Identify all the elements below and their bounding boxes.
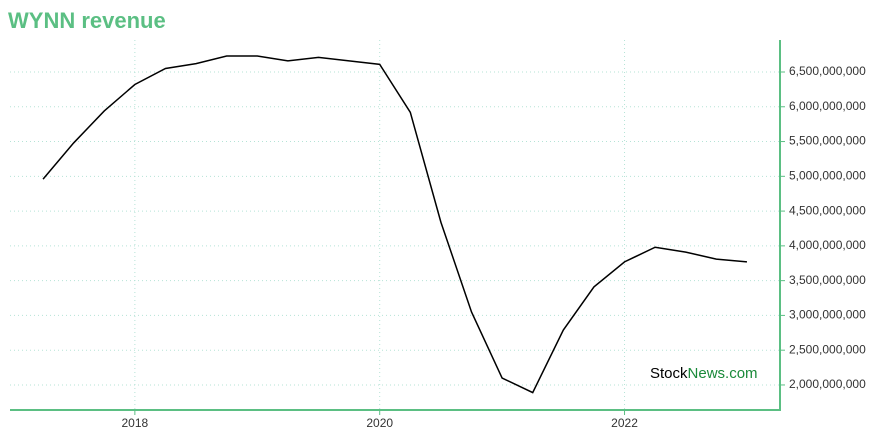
x-tick-label: 2018: [122, 416, 149, 430]
line: [42, 55, 748, 394]
y-tick-label: 6,500,000,000: [789, 64, 866, 78]
chart-title: WYNN revenue: [8, 8, 166, 33]
y-tick-label: 2,000,000,000: [789, 377, 866, 391]
y-tick-label: 5,500,000,000: [789, 134, 866, 148]
x-tick-label: 2022: [611, 416, 638, 430]
y-tick-label: 4,500,000,000: [789, 203, 866, 217]
y-tick-label: 5,000,000,000: [789, 168, 866, 182]
y-tick-label: 4,000,000,000: [789, 238, 866, 252]
watermark-stock: Stock: [650, 365, 688, 382]
watermark-news: News.com: [688, 365, 758, 382]
watermark: StockNews.com: [650, 365, 758, 382]
y-tick-label: 3,500,000,000: [789, 273, 866, 287]
y-tick-label: 3,000,000,000: [789, 308, 866, 322]
y-tick-label: 6,000,000,000: [789, 99, 866, 113]
y-tick-label: 2,500,000,000: [789, 342, 866, 356]
x-tick-label: 2020: [366, 416, 393, 430]
